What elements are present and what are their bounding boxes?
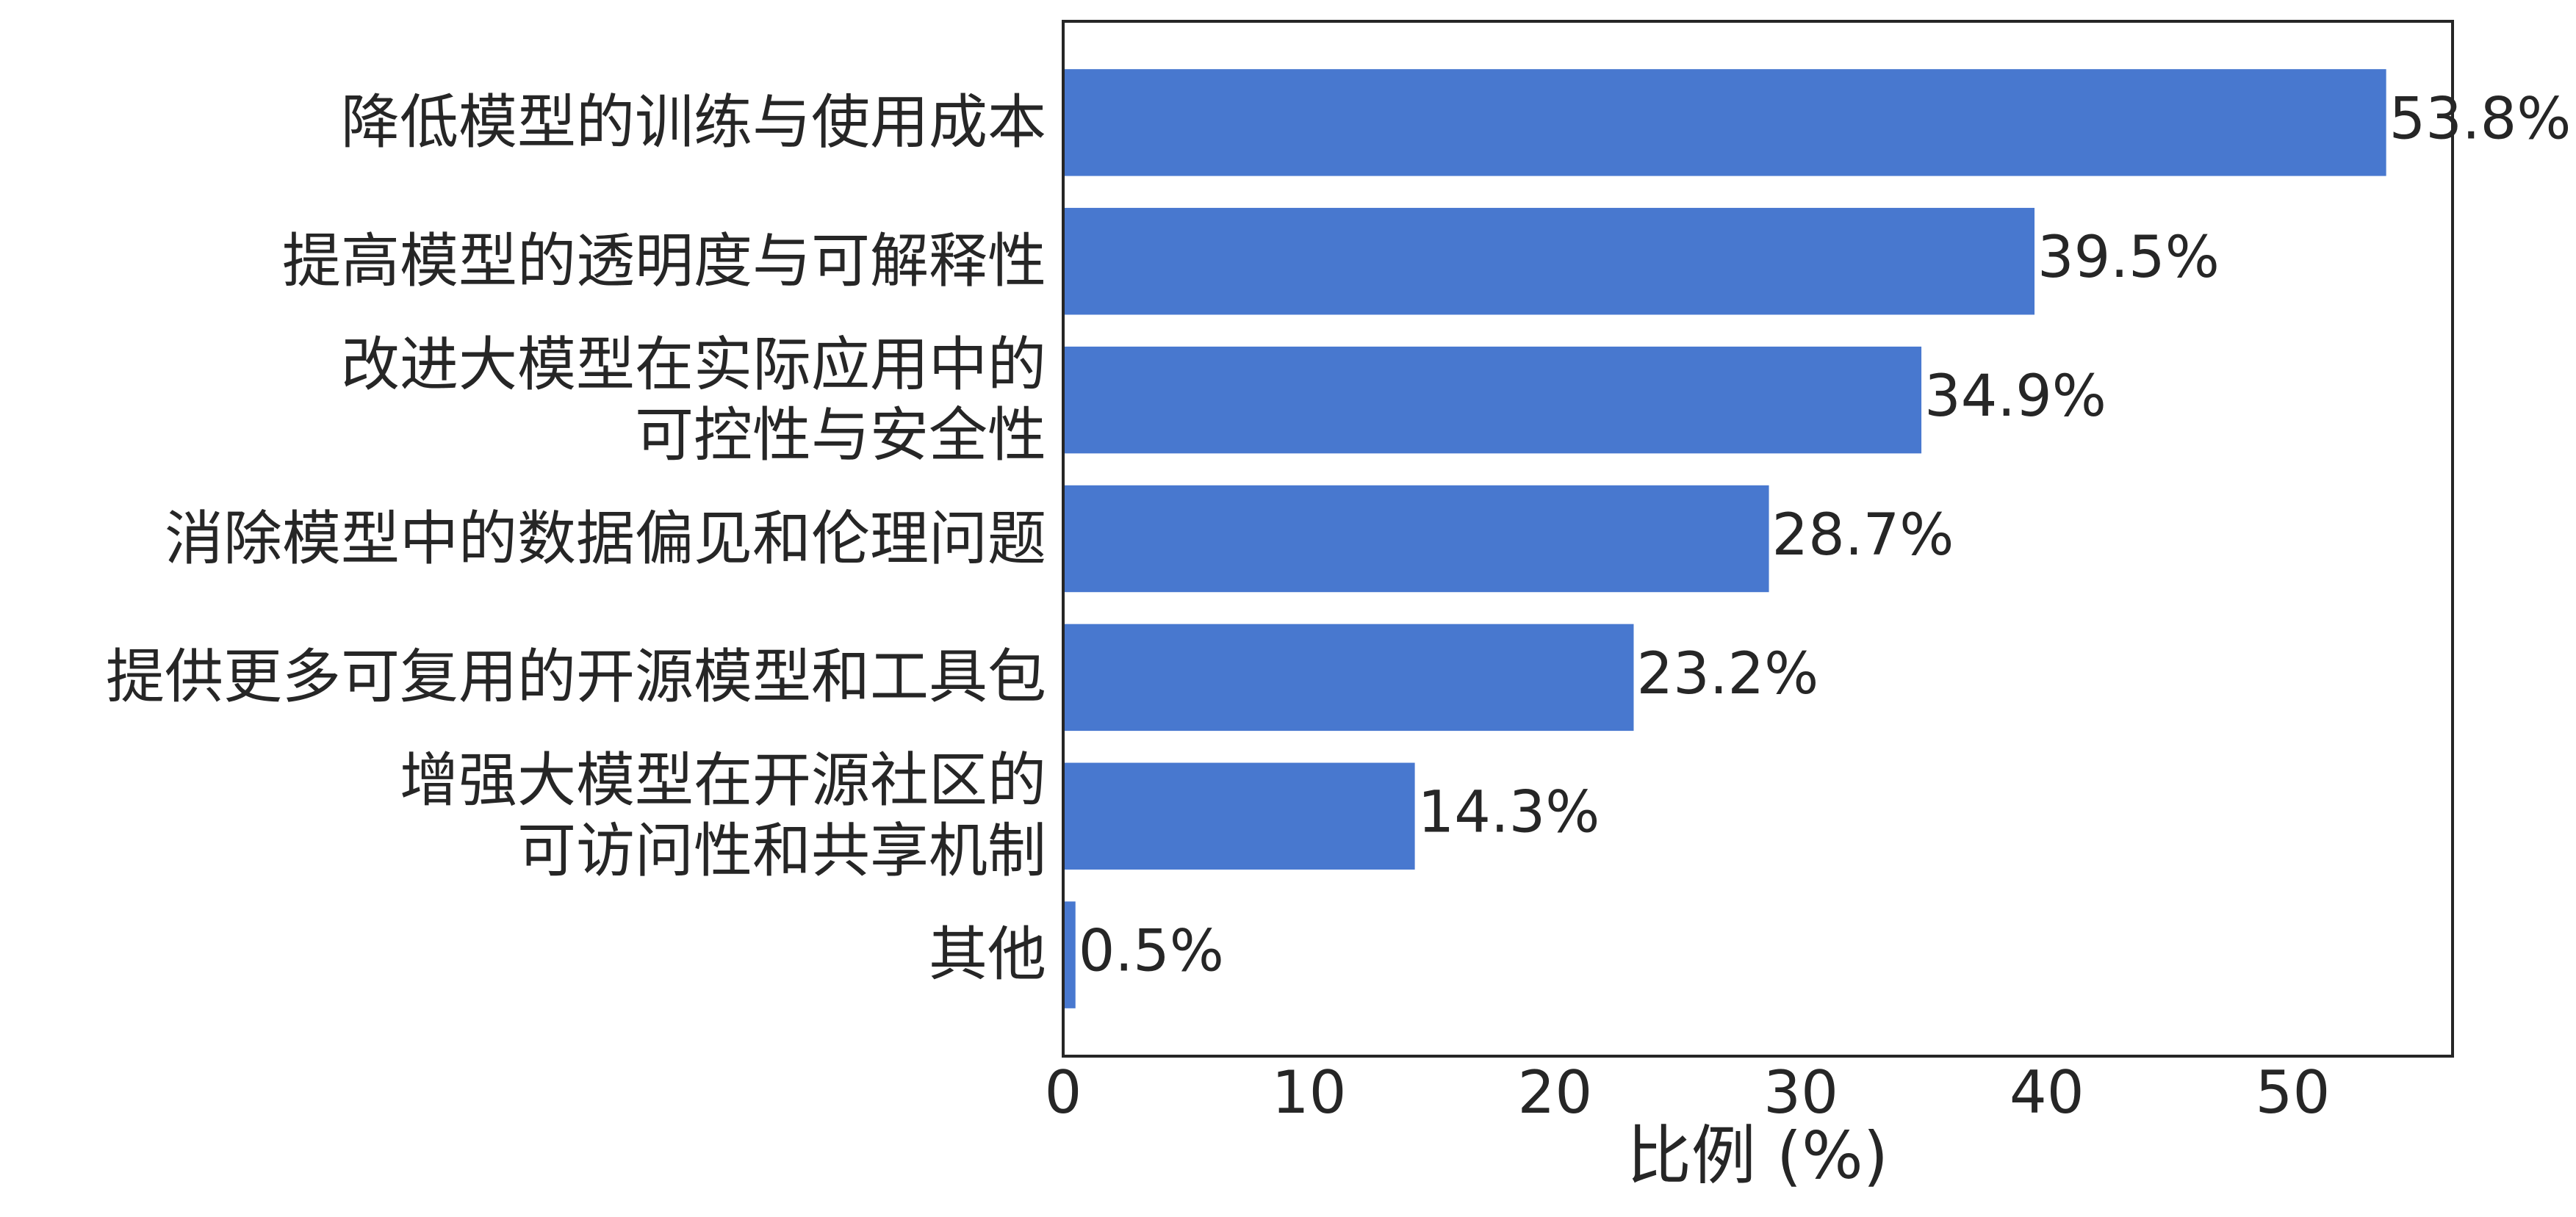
- value-label: 34.9%: [1924, 364, 2107, 430]
- bar: [1063, 346, 1922, 454]
- x-tick-label: 50: [2256, 1058, 2331, 1127]
- bar: [1063, 69, 2386, 176]
- y-tick-label: 消除模型中的数据偏见和伦理问题: [165, 504, 1046, 573]
- bar: [1063, 624, 1634, 732]
- y-tick-label: 提高模型的透明度与可解释性: [282, 226, 1046, 295]
- x-tick-label: 0: [1045, 1058, 1082, 1127]
- x-tick-label: 20: [1517, 1058, 1592, 1127]
- y-tick-label: 增强大模型在开源社区的 可访问性和共享机制: [400, 746, 1046, 886]
- value-label: 14.3%: [1418, 780, 1600, 846]
- y-tick-label: 其他: [929, 920, 1046, 989]
- value-label: 53.8%: [2389, 86, 2572, 152]
- x-tick-label: 40: [2010, 1058, 2084, 1127]
- x-tick-label: 30: [1763, 1058, 1838, 1127]
- y-tick-label: 降低模型的训练与使用成本: [341, 87, 1046, 156]
- x-tick-label: 10: [1272, 1058, 1347, 1127]
- value-label: 23.2%: [1636, 641, 1818, 707]
- value-label: 28.7%: [1772, 502, 1954, 568]
- x-axis-label: 比例 (%): [1627, 1118, 1888, 1193]
- value-label: 39.5%: [2037, 225, 2220, 291]
- bar: [1063, 901, 1076, 1008]
- value-label: 0.5%: [1079, 919, 1224, 985]
- plot-frame: [1062, 20, 2454, 1058]
- bar: [1063, 208, 2035, 315]
- y-tick-label: 改进大模型在实际应用中的 可控性与安全性: [341, 330, 1046, 469]
- bar: [1063, 762, 1415, 870]
- y-tick-label: 提供更多可复用的开源模型和工具包: [106, 643, 1046, 712]
- bar: [1063, 485, 1769, 593]
